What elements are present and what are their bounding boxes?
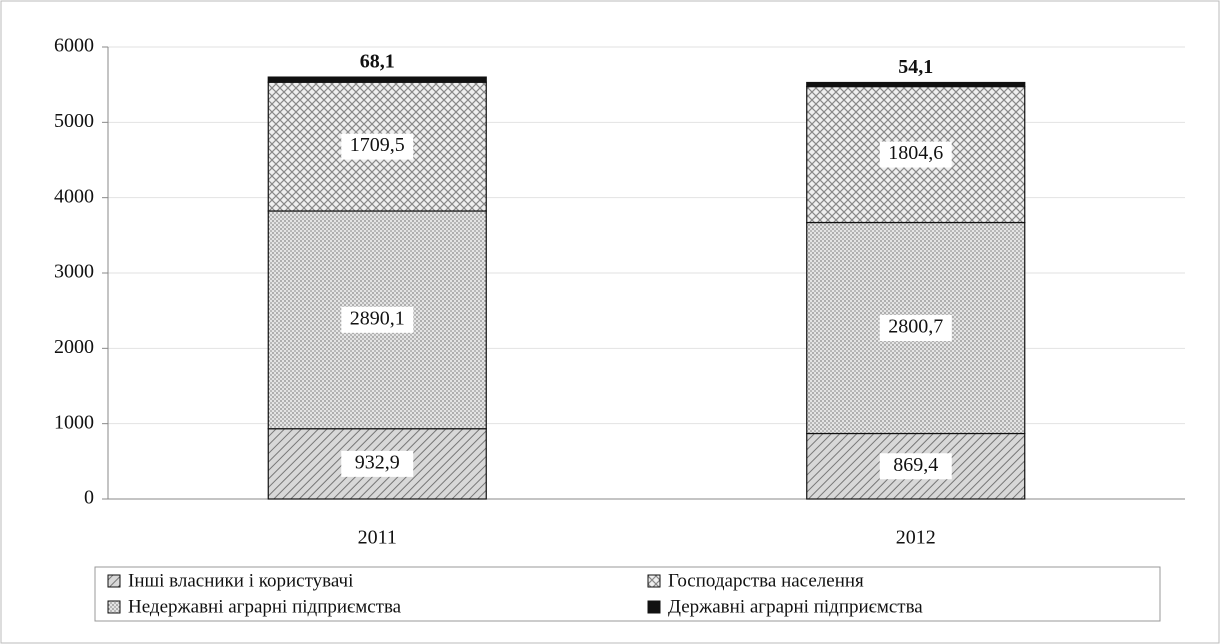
label-bg [879,453,952,480]
label-bg [341,450,414,477]
legend-swatch [107,600,121,614]
y-tick-label: 1000 [54,411,94,433]
legend-swatch [647,600,661,614]
data-label: 2800,7 [888,316,943,338]
legend-box [94,566,1161,622]
legend-swatch [647,574,661,588]
label-bg [879,141,952,168]
data-label: 1709,5 [350,134,405,156]
label-bg [341,306,414,333]
label-bg [879,315,952,342]
y-tick-label: 0 [84,487,94,509]
data-label: 54,1 [898,56,933,78]
data-label: 1804,6 [888,142,943,164]
legend-swatch [107,574,121,588]
label-bg [341,133,414,160]
legend-label: Недержавні аграрні підприємства [128,596,402,617]
data-label: 869,4 [893,454,938,476]
data-label: 932,9 [355,451,400,473]
legend-label: Господарства населення [668,570,864,591]
y-tick-label: 6000 [54,35,94,57]
data-label: 68,1 [360,51,395,73]
y-tick-label: 2000 [54,336,94,358]
legend-label: Державні аграрні підприємства [668,596,923,617]
legend-label: Інші власники і користувачі [128,570,353,591]
bar-segment [806,81,1026,88]
x-tick-label: 2011 [358,527,397,549]
y-tick-label: 3000 [54,261,94,283]
data-label: 2890,1 [350,307,405,329]
bar-segment [267,76,487,83]
x-tick-label: 2012 [896,527,936,549]
y-tick-label: 4000 [54,185,94,207]
y-tick-label: 5000 [54,110,94,132]
